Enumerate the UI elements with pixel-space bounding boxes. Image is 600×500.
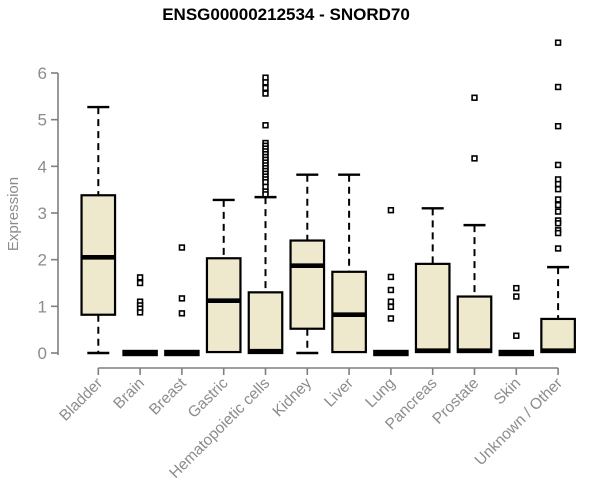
iqr-box bbox=[289, 239, 326, 330]
outlier-point bbox=[554, 180, 562, 188]
x-category-label: Kidney bbox=[270, 375, 316, 421]
y-axis-label: Expression bbox=[5, 177, 22, 251]
plot-area bbox=[80, 39, 576, 357]
flat-box bbox=[122, 349, 158, 357]
y-tick-label: 1 bbox=[38, 297, 47, 316]
boxplot-unknown-other bbox=[540, 39, 576, 354]
iqr-box bbox=[331, 270, 367, 354]
outlier-point bbox=[387, 206, 395, 214]
outlier-point bbox=[513, 332, 520, 339]
y-tick-label: 5 bbox=[38, 111, 47, 130]
outlier-point bbox=[136, 309, 144, 316]
x-category-label: Lung bbox=[362, 375, 398, 411]
boxplot-skin bbox=[498, 284, 535, 357]
outlier-point bbox=[554, 83, 562, 91]
outlier-point bbox=[262, 90, 269, 97]
outlier-point bbox=[554, 161, 562, 169]
outlier-point bbox=[262, 191, 269, 198]
y-tick-label: 3 bbox=[38, 204, 47, 223]
boxplot-breast bbox=[164, 244, 200, 357]
iqr-box bbox=[414, 262, 451, 354]
boxplot-kidney bbox=[289, 173, 326, 355]
outlier-point bbox=[387, 298, 395, 305]
outlier-point bbox=[178, 244, 186, 251]
iqr-box bbox=[205, 257, 242, 354]
outlier-point bbox=[262, 84, 269, 92]
flat-box bbox=[373, 349, 409, 357]
y-tick-label: 2 bbox=[38, 251, 47, 270]
boxplot-gastric bbox=[205, 198, 242, 354]
boxplot-liver bbox=[331, 173, 367, 354]
outlier-point bbox=[554, 196, 562, 203]
y-tick-label: 0 bbox=[38, 344, 47, 363]
y-tick-label: 6 bbox=[38, 64, 47, 83]
outlier-point bbox=[554, 122, 562, 130]
outlier-point bbox=[554, 39, 562, 46]
outlier-point bbox=[387, 273, 395, 281]
y-axis: 0 1 2 3 4 5 6 bbox=[38, 64, 59, 363]
x-category-label: Bladder bbox=[56, 375, 106, 425]
y-tick-label: 4 bbox=[38, 157, 47, 176]
x-category-label: Skin bbox=[491, 375, 524, 408]
outlier-point bbox=[387, 286, 395, 294]
boxplot-prostate bbox=[456, 94, 493, 354]
outlier-point bbox=[471, 155, 478, 162]
iqr-box bbox=[540, 317, 576, 354]
outlier-point bbox=[178, 310, 186, 317]
outlier-point bbox=[136, 274, 144, 281]
x-category-label: Prostate bbox=[429, 375, 482, 428]
outlier-point bbox=[554, 201, 562, 209]
flat-box bbox=[498, 349, 535, 357]
flat-box bbox=[164, 349, 200, 357]
outlier-point bbox=[554, 229, 562, 237]
outlier-point bbox=[262, 122, 269, 129]
iqr-box bbox=[80, 194, 117, 316]
boxplot-brain bbox=[122, 274, 158, 357]
boxplot-lung bbox=[373, 206, 409, 357]
outlier-point bbox=[554, 245, 562, 252]
outlier-point bbox=[554, 208, 562, 215]
outlier-point bbox=[387, 303, 395, 310]
x-category-label: Breast bbox=[146, 374, 190, 418]
outlier-point bbox=[513, 293, 520, 300]
x-category-label: Liver bbox=[321, 375, 357, 411]
outlier-point bbox=[178, 295, 186, 302]
outlier-point bbox=[554, 185, 562, 193]
x-category-label: Brain bbox=[110, 375, 148, 413]
outlier-point bbox=[471, 94, 478, 101]
boxplot-hematopoietic-cells bbox=[247, 74, 284, 355]
outlier-point bbox=[387, 315, 395, 322]
iqr-box bbox=[247, 291, 284, 355]
outlier-point bbox=[262, 79, 269, 86]
outlier-point bbox=[554, 220, 562, 227]
outlier-point bbox=[136, 279, 144, 287]
iqr-box bbox=[456, 295, 493, 354]
chart-title: ENSG00000212534 - SNORD70 bbox=[162, 5, 410, 24]
boxplot-pancreas bbox=[414, 207, 451, 354]
outlier-point bbox=[513, 284, 520, 292]
boxplot-bladder bbox=[80, 105, 117, 355]
